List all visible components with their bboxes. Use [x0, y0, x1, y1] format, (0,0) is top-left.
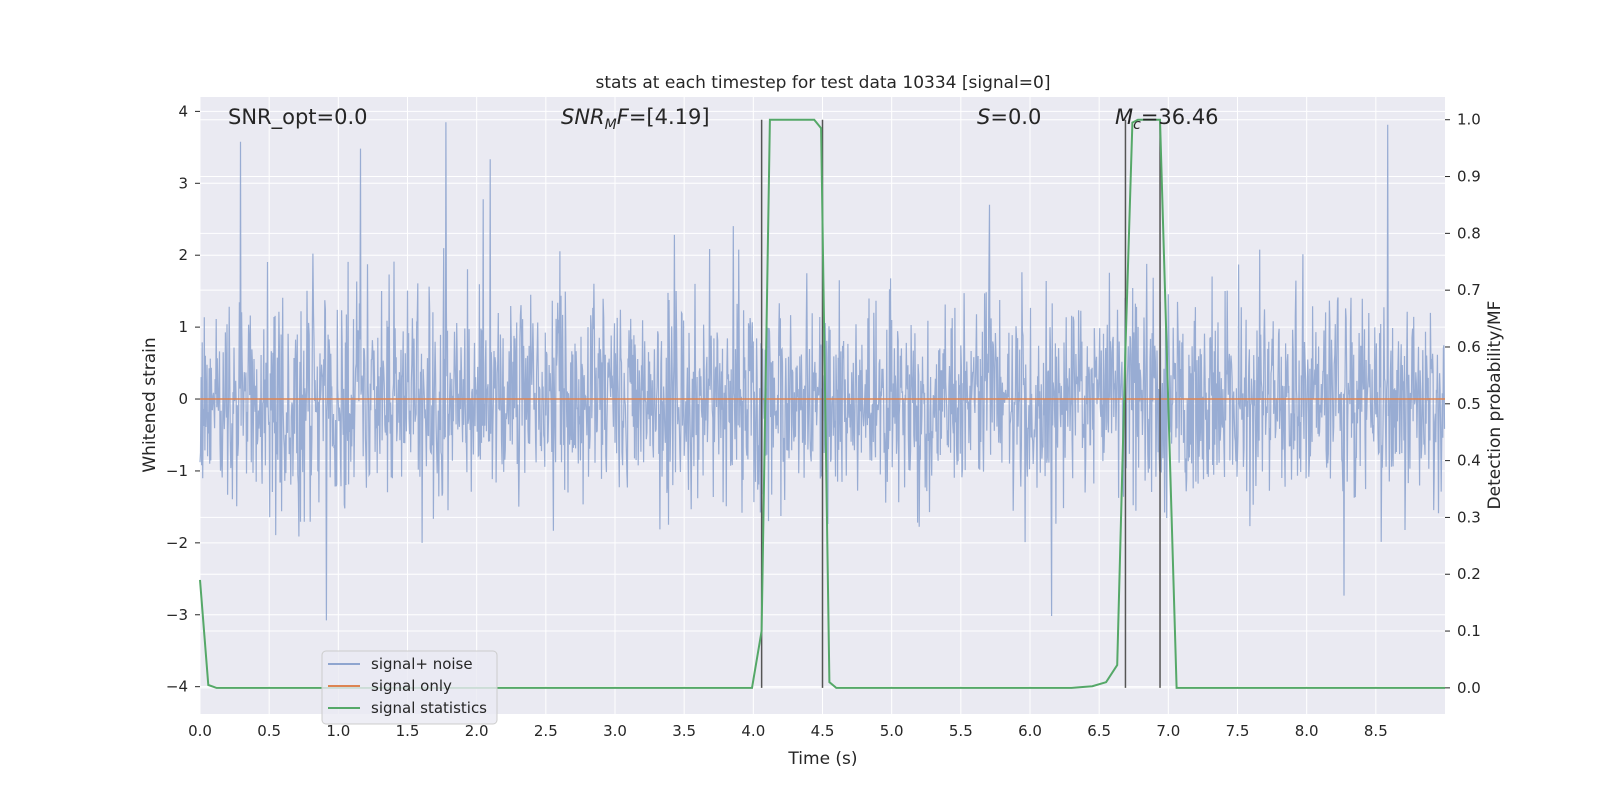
y-left-tick-label: −1: [166, 462, 188, 480]
legend-box: [321, 650, 498, 725]
legend: signal+ noise signal only signal statist…: [321, 650, 498, 725]
y-left-tick-label: −3: [166, 606, 188, 624]
s-symbol: S: [977, 105, 990, 129]
x-tick-label: 0.0: [188, 722, 212, 740]
snr-mf-value: =[4.19]: [629, 105, 710, 129]
x-tick-label: 5.0: [880, 722, 904, 740]
y-left-tick-label: 1: [178, 318, 188, 336]
y-right-tick-label: 1.0: [1457, 111, 1481, 129]
y-left-tick-label: 4: [178, 102, 188, 120]
x-tick-label: 5.5: [949, 722, 973, 740]
y-right-tick-label: 0.6: [1457, 338, 1481, 356]
annotation-snr-opt: SNR_opt=0.0: [228, 105, 368, 130]
x-tick-label: 8.0: [1295, 722, 1319, 740]
x-tick-label: 7.0: [1156, 722, 1180, 740]
y-left-tick-label: 2: [178, 246, 188, 264]
y-axis-right-label: Detection probability/MF: [1485, 301, 1505, 510]
x-tick-label: 6.5: [1087, 722, 1111, 740]
y-right-tick-label: 0.8: [1457, 224, 1481, 242]
mc-subscript: c: [1133, 117, 1141, 133]
y-left-tick-label: 0: [178, 390, 188, 408]
x-tick-label: 1.5: [396, 722, 420, 740]
y-right-tick-label: 0.5: [1457, 395, 1481, 413]
y-right-tick-label: 0.1: [1457, 622, 1481, 640]
x-tick-label: 4.5: [811, 722, 835, 740]
legend-label-signal-statistics: signal statistics: [371, 699, 487, 717]
y-right-tick-label: 0.3: [1457, 508, 1481, 526]
y-right-tick-label: 0.7: [1457, 281, 1481, 299]
x-tick-label: 1.0: [326, 722, 350, 740]
y-right-tick-label: 0.4: [1457, 452, 1481, 470]
x-tick-label: 3.5: [672, 722, 696, 740]
x-tick-label: 2.5: [534, 722, 558, 740]
x-axis-label: Time (s): [787, 749, 857, 769]
chart-title: stats at each timestep for test data 103…: [596, 73, 1051, 93]
annotation-s: S=0.0: [977, 105, 1041, 129]
x-tick-label: 7.5: [1226, 722, 1250, 740]
snr-mf-symbol: SNR: [561, 105, 605, 129]
s-value: =0.0: [990, 105, 1041, 129]
y-left-tick-label: −2: [166, 534, 188, 552]
mc-symbol: M: [1115, 105, 1133, 129]
mc-value: =36.46: [1141, 105, 1219, 129]
y-right-tick-label: 0.2: [1457, 565, 1481, 583]
x-tick-label: 2.0: [465, 722, 489, 740]
annotation-snr-mf: SNRMF=[4.19]: [561, 105, 710, 133]
x-tick-label: 6.0: [1018, 722, 1042, 740]
snr-mf-subscript: M: [605, 117, 617, 133]
y-right-tick-label: 0.0: [1457, 679, 1481, 697]
y-right-tick-label: 0.9: [1457, 168, 1481, 186]
snr-mf-symbol-f: F: [617, 105, 630, 129]
annotation-mc: Mc=36.46: [1115, 105, 1219, 133]
x-tick-label: 0.5: [257, 722, 281, 740]
x-tick-label: 4.0: [741, 722, 765, 740]
y-axis-left-label: Whitened strain: [140, 337, 160, 472]
legend-label-signal-noise: signal+ noise: [371, 655, 473, 673]
y-axis-right-ticks: 1.0 0.9 0.8 0.7 0.6 0.5 0.4 0.3 0.2 0.1 0.0: [1445, 111, 1481, 697]
x-tick-label: 3.0: [603, 722, 627, 740]
y-left-tick-label: −4: [166, 678, 188, 696]
y-left-tick-label: 3: [178, 174, 188, 192]
x-axis-ticks: 0.0 0.5 1.0 1.5 2.0 2.5 3.0 3.5 4.0 4.5 5.0 5.5 6.0 6…: [188, 722, 1388, 740]
y-axis-left-ticks: 4 3 2 1 0 −1 −2 −3 −4: [166, 102, 200, 696]
legend-label-signal-only: signal only: [371, 677, 452, 695]
x-tick-label: 8.5: [1364, 722, 1388, 740]
